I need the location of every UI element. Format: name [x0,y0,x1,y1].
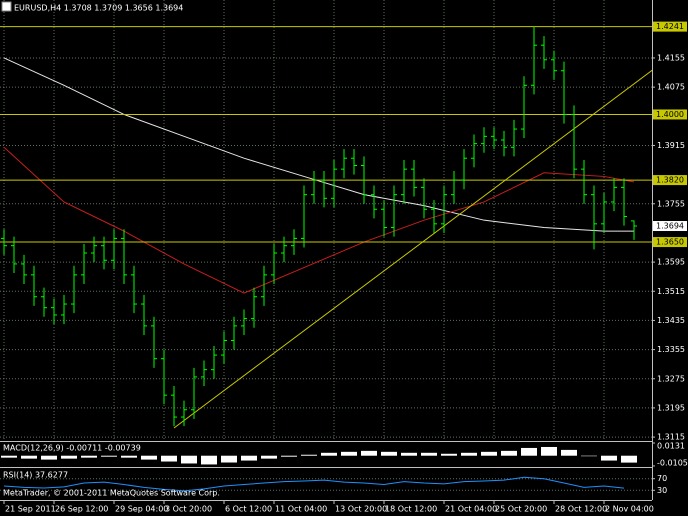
histogram-bar [501,450,517,456]
panel-tick-label: 0.0131 [657,442,685,451]
y-tick-label: 1.4155 [657,53,685,62]
histogram-bar [241,455,257,461]
level-label-box [653,237,687,248]
level-label: 1.4241 [656,22,684,31]
histogram-bar [161,455,177,462]
histogram-bar [321,452,337,456]
x-tick-label: 6 Oct 12:00 [225,505,272,514]
histogram-bar [421,452,437,456]
histogram-bar [481,451,497,456]
level-label: 1.3650 [656,238,684,247]
histogram-bar [201,455,217,465]
histogram-bar [561,449,577,456]
histogram-bar [341,451,357,456]
panel-tick-label: 70 [657,474,667,483]
histogram-bar [521,447,537,456]
histogram-bar [541,446,557,456]
current-price-label: 1.3694 [656,222,684,231]
histogram-bar [601,455,617,461]
price-panel [0,0,652,440]
level-label-box [653,21,687,32]
y-tick-label: 1.3195 [657,403,685,412]
panel-tick-label: 30 [657,486,667,495]
histogram-bar [581,455,597,457]
histogram-bar [301,454,317,456]
histogram-bar [441,453,457,456]
histogram-bar [121,455,137,458]
histogram-bar [21,455,37,459]
x-tick-label: 21 Oct 04:00 [445,505,497,514]
x-tick-label: 2 Nov 04:00 [605,505,654,514]
histogram-bar [381,451,397,456]
histogram-bar [261,455,277,459]
histogram-bar [101,455,117,457]
histogram-bar [361,450,377,456]
level-label: 1.4000 [656,110,684,119]
x-tick-label: 13 Oct 20:00 [335,505,387,514]
level-label: 1.3820 [656,176,684,185]
x-tick-label: 3 Oct 20:00 [165,505,212,514]
panel-tick-label: -0.01055 [657,459,688,468]
x-tick-label: 18 Oct 12:00 [385,505,437,514]
histogram-bar [221,455,237,463]
histogram-bar [621,455,637,463]
y-tick-label: 1.3355 [657,345,685,354]
histogram-bar [141,455,157,460]
histogram-bar [41,455,57,460]
footer: MetaTrader, © 2001-2011 MetaQuotes Softw… [3,489,220,498]
histogram-bar [281,455,297,457]
histogram-bar [61,455,77,459]
histogram-bar [401,452,417,456]
y-tick-label: 1.3275 [657,374,685,383]
level-label-box [653,109,687,120]
y-tick-label: 1.3915 [657,141,685,150]
y-tick-label: 1.3115 [657,433,685,442]
level-label-box [653,175,687,186]
current-price-box [653,221,687,232]
y-tick-label: 1.3435 [657,316,685,325]
y-tick-label: 1.3755 [657,199,685,208]
x-tick-label: 29 Sep 04:00 [115,505,168,514]
x-tick-label: 21 Sep 2011 [5,505,56,514]
chart-icon [1,1,12,12]
histogram-bar [461,452,477,456]
moving-average [3,146,635,294]
panel-label: MACD(12,26,9) -0.00711 -0.00739 [3,444,141,453]
y-tick-label: 1.3515 [657,287,685,296]
histogram-bar [81,455,97,458]
x-tick-label: 26 Sep 12:00 [55,505,108,514]
x-tick-label: 11 Oct 04:00 [275,505,327,514]
y-tick-label: 1.3595 [657,258,685,267]
histogram-bar [1,455,17,458]
panel-label: RSI(14) 37.6277 [3,471,68,480]
chart-title: EURUSD,H4 1.3708 1.3709 1.3656 1.3694 [14,4,183,13]
overlay-layer: 1.4155 1.4075 1.3915 1.3755 1.3595 1.3515 1.34… [0,21,688,514]
x-tick-label: 28 Oct 12:00 [555,505,607,514]
indicator-line [3,476,625,492]
x-tick-label: 25 Oct 20:00 [495,505,547,514]
histogram-bar [181,455,197,464]
y-tick-label: 1.4075 [657,83,685,92]
